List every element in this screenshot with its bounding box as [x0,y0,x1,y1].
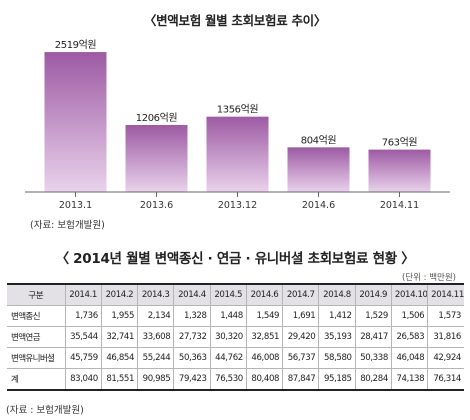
table-cell: 87,847 [282,368,319,391]
table-cell: 1,549 [245,305,283,327]
column-header: 2014.1 [64,283,102,306]
table-cell: 80,284 [354,368,392,391]
table-cell: 46,854 [100,347,138,369]
bar-2014.11 [368,149,431,192]
table-cell: 1,573 [427,305,464,327]
table-row: 계 83,040 81,551 90,985 79,423 76,530 80,408 87,… [7,368,464,391]
row-header: 변액종신 [7,305,65,327]
table-cell: 44,762 [209,347,247,369]
table-cell: 1,506 [390,305,428,327]
table-cell: 1,529 [354,305,392,327]
bar-2013.12 [206,116,269,192]
table-source: (자료 : 보험개발원) [6,405,84,416]
column-header: 2014.8 [318,283,356,306]
bar-value-label: 763억원 [382,137,418,149]
table-cell: 26,583 [390,326,428,348]
table-row: 변액종신 1,736 1,955 2,134 1,328 1,448 1,549 1,691 1… [7,305,464,327]
table-header-row: 구분 2014.1 2014.2 2014.3 2014.4 2014.5 2014.6 2… [7,283,464,306]
bar-2014.6 [287,147,350,192]
table-cell: 55,244 [137,347,174,369]
table-cell: 46,008 [245,347,283,369]
table-cell: 81,551 [100,368,138,391]
x-tick-label: 2013.12 [218,200,257,211]
table-cell: 32,741 [100,326,138,348]
column-header: 2014.10 [390,283,428,306]
table-cell: 58,580 [318,347,356,369]
table-row: 변액연금 35,544 32,741 33,608 27,732 30,320 32,851… [7,326,464,348]
table-cell: 50,363 [173,347,211,369]
table-cell: 1,412 [318,305,356,327]
table-cell: 33,608 [137,326,174,348]
bar-value-label: 1356억원 [217,104,259,116]
table-cell: 2,134 [137,305,174,327]
table-cell: 1,955 [100,305,138,327]
row-header: 변액유니버셜 [7,347,65,369]
table-cell: 1,736 [64,305,102,327]
table-cell: 56,737 [282,347,319,369]
table-cell: 1,448 [209,305,247,327]
table-cell: 35,193 [318,326,356,348]
table-row: 변액유니버셜 45,759 46,854 55,244 50,363 44,762 46,0… [7,347,464,369]
bar-2013.1 [44,52,107,192]
column-header: 2014.11 [427,283,464,306]
table-cell: 27,732 [173,326,211,348]
table-cell: 76,314 [427,368,464,391]
table-cell: 79,423 [173,368,211,391]
x-tick-label: 2014.11 [380,200,419,211]
table-cell: 46,048 [390,347,428,369]
table-cell: 42,924 [427,347,464,369]
column-header: 2014.3 [137,283,174,306]
table-cell: 1,328 [173,305,211,327]
table-cell: 50,338 [354,347,392,369]
x-tick-label: 2013.6 [140,200,173,211]
column-header: 2014.7 [282,283,319,306]
bar-chart: 2519억원 1206억원 1356억원 804억원 763억원 2013.1 2013.… [25,39,450,211]
table-cell: 95,185 [318,368,356,391]
table-title: 〈 2014년 월별 변액종신 · 연금 · 유니버셜 초회보험료 현황 〉 [55,251,415,267]
table-cell: 29,420 [282,326,319,348]
bar-value-label: 1206억원 [136,112,178,124]
table-cell: 30,320 [209,326,247,348]
column-header: 2014.2 [100,283,138,306]
table-cell: 31,816 [427,326,464,348]
table-cell: 90,985 [137,368,174,391]
table-cell: 83,040 [64,368,102,391]
column-header: 2014.9 [354,283,392,306]
table-cell: 32,851 [245,326,283,348]
column-header: 2014.5 [209,283,247,306]
x-tick-label: 2014.6 [302,200,335,211]
row-header: 계 [7,368,65,391]
table-cell: 45,759 [64,347,102,369]
table-cell: 35,544 [64,326,102,348]
chart-title: 〈변액보험 월별 초회보험료 추이〉 [143,13,327,28]
table-cell: 1,691 [282,305,319,327]
corner-header: 구분 [7,283,65,306]
table-unit: (단위 : 백만원) [401,273,456,283]
bar-value-label: 804억원 [301,134,337,146]
premium-table: 구분 2014.1 2014.2 2014.3 2014.4 2014.5 2014.6 2… [7,283,464,391]
table-cell: 76,530 [209,368,247,391]
x-tick-label: 2013.1 [59,200,92,211]
column-header: 2014.4 [173,283,211,306]
column-header: 2014.6 [245,283,283,306]
chart-source: (자료: 보험개발원) [30,220,105,231]
bar-value-label: 2519억원 [55,39,97,51]
bar-2013.6 [125,125,188,192]
table-cell: 28,417 [354,326,392,348]
row-header: 변액연금 [7,326,65,348]
table-cell: 80,408 [245,368,283,391]
table-cell: 74,138 [390,368,428,391]
